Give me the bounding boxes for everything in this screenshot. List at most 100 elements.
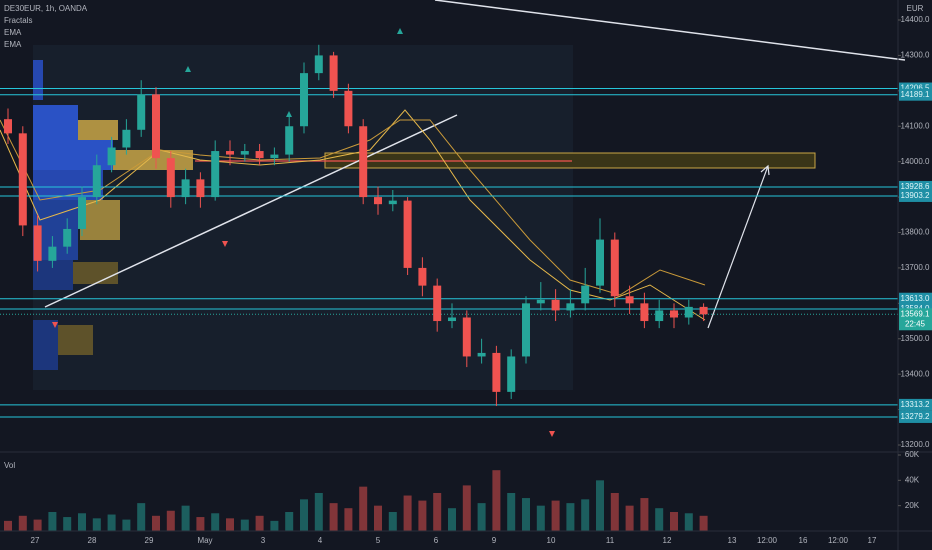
candle-body <box>699 306 708 315</box>
volume-bar <box>314 493 323 531</box>
volume-bar <box>18 515 27 531</box>
candle-body <box>507 356 516 392</box>
candle-body <box>625 296 634 304</box>
y-tick-label: 13800.0 <box>901 228 930 237</box>
profile-bar <box>33 260 73 290</box>
x-tick-label: 11 <box>606 536 615 545</box>
x-tick-label: May <box>197 536 212 545</box>
volume-bar <box>551 500 560 531</box>
volume-bar <box>684 513 693 531</box>
candle-body <box>285 126 294 155</box>
x-tick-label: 27 <box>31 536 40 545</box>
volume-bar <box>374 505 382 531</box>
candle-body <box>462 317 471 357</box>
candle-body <box>107 147 116 166</box>
candle-body <box>344 90 353 127</box>
volume-bar <box>33 519 42 531</box>
fractal-up <box>185 66 191 72</box>
x-tick-label: 9 <box>492 536 497 545</box>
candle-body <box>418 267 427 286</box>
volume-bar <box>137 503 146 531</box>
level-label: 14206.5 <box>901 84 930 93</box>
candle-body <box>566 303 575 311</box>
volume-bar <box>300 499 308 531</box>
volume-bar <box>255 515 264 531</box>
level-label: 13313.2 <box>901 400 930 409</box>
y-tick-label: 13500.0 <box>901 334 930 343</box>
candle-body <box>63 228 72 247</box>
candle-body <box>152 94 160 159</box>
arrow <box>707 165 769 329</box>
candle-body <box>596 239 604 286</box>
volume-bar <box>566 503 575 531</box>
volume-bar <box>492 470 501 531</box>
volume-bar <box>448 508 456 531</box>
candle-body <box>522 303 530 357</box>
volume-bar <box>507 493 516 531</box>
volume-bar <box>211 513 220 531</box>
volume-bar <box>329 503 338 531</box>
x-tick-label: 12:00 <box>757 536 778 545</box>
candle-body <box>33 225 42 261</box>
volume-bar <box>655 508 664 531</box>
chart-title: DE30EUR, 1h, OANDA <box>4 4 88 13</box>
volume-bar <box>522 498 530 531</box>
candle-body <box>4 119 12 134</box>
level-badge <box>899 88 932 101</box>
candle-body <box>196 179 205 198</box>
indicator: EMA <box>4 28 22 37</box>
arrow-head <box>760 164 770 176</box>
candle-body <box>403 200 412 268</box>
candle-body <box>270 154 279 159</box>
y-tick-label: 13400.0 <box>901 369 930 378</box>
candle-body <box>492 352 501 392</box>
volume-bar <box>122 519 131 531</box>
profile-bar <box>58 325 93 355</box>
candle-body <box>18 133 27 226</box>
x-tick-label: 10 <box>547 536 556 545</box>
candle-body <box>655 310 664 322</box>
x-tick-label: 16 <box>799 536 808 545</box>
candle-body <box>374 197 382 205</box>
trend-line <box>434 0 906 61</box>
profile-bar <box>33 320 58 370</box>
indicator: Fractals <box>4 16 32 25</box>
fractals <box>52 28 555 437</box>
volume-bar <box>462 485 471 531</box>
profile-bar <box>73 262 118 284</box>
volume-bar <box>344 508 353 531</box>
fractal-down <box>222 241 228 247</box>
volume-tick-label: 60K <box>905 450 920 459</box>
volume-bar <box>166 510 175 531</box>
candle-body <box>92 165 101 198</box>
profile-bar <box>80 200 120 240</box>
volume-bar <box>270 520 279 531</box>
candle-body <box>300 73 308 127</box>
ema-line <box>0 109 706 321</box>
candle-body <box>684 306 693 318</box>
x-tick-label: 29 <box>145 536 154 545</box>
indicator: EMA <box>4 40 22 49</box>
candle-body <box>137 94 146 130</box>
ema-line <box>0 119 706 296</box>
x-tick-label: 4 <box>318 536 323 545</box>
last-price-label: 13569.1 <box>901 309 930 318</box>
candle-body <box>610 239 619 297</box>
level-badge <box>899 189 932 202</box>
candle-body <box>329 55 338 91</box>
x-tick-label: 17 <box>868 536 877 545</box>
candle-body <box>581 285 590 304</box>
x-tick-label: 12 <box>663 536 672 545</box>
volume-bar <box>477 503 486 531</box>
currency: EUR <box>907 4 924 13</box>
y-tick-label: 13200.0 <box>901 440 930 449</box>
candle-body <box>240 151 249 155</box>
candle-body <box>551 299 560 311</box>
y-tick-label: 14400.0 <box>901 15 930 24</box>
candle-body <box>48 246 57 261</box>
volume-bar <box>699 515 708 531</box>
volume-bar <box>196 517 205 531</box>
volume-bar <box>640 498 649 531</box>
